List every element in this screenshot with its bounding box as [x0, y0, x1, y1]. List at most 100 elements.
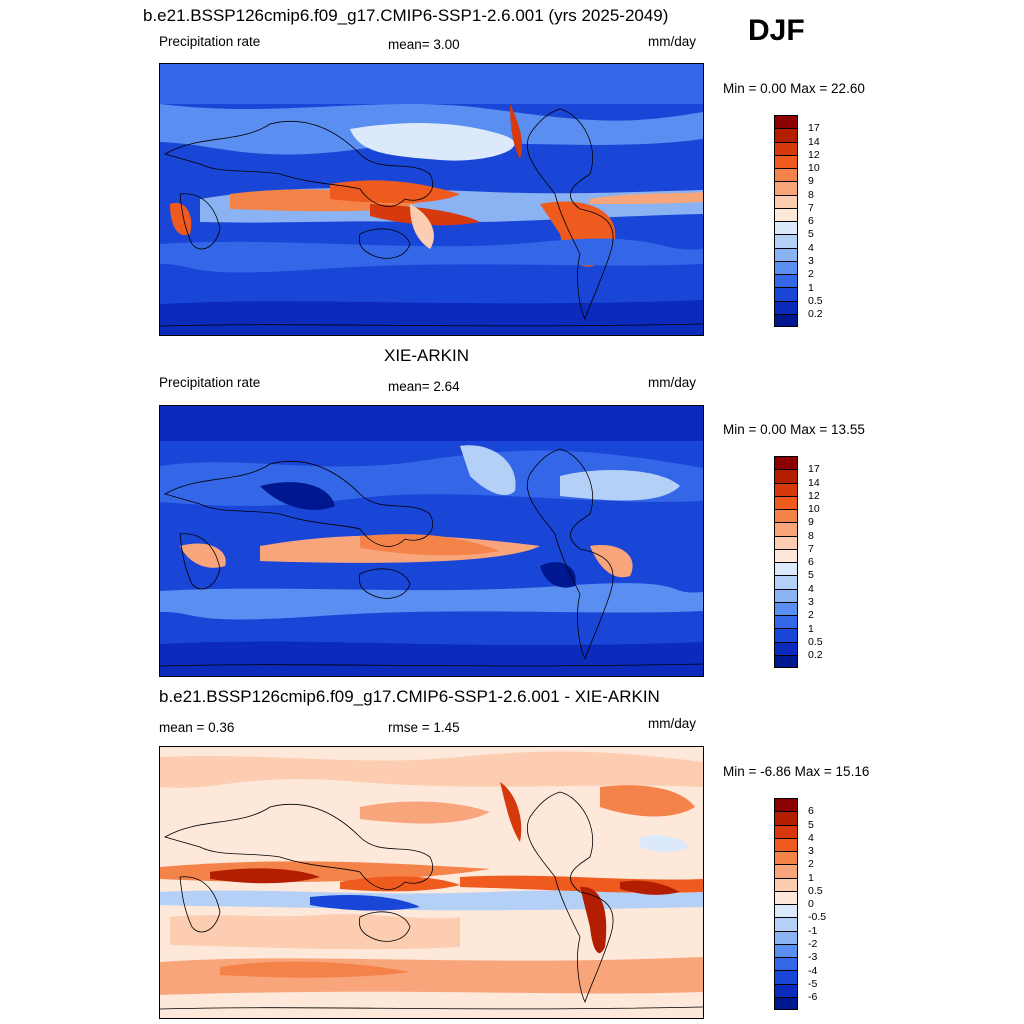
colorbar-swatch [774, 824, 798, 838]
colorbar-tick-label: 4 [808, 582, 814, 595]
colorbar-swatch [774, 181, 798, 195]
colorbar-tick-label: 10 [808, 503, 820, 516]
colorbar-tick-label: -2 [808, 937, 818, 950]
panel1-units-label: mm/day [648, 34, 697, 49]
colorbar-swatch [774, 274, 798, 288]
colorbar-tick-label: 7 [808, 542, 814, 555]
panel2-map [159, 405, 704, 677]
colorbar-swatch [774, 207, 798, 222]
panel1-mean-label: mean= 3.00 [388, 37, 460, 52]
colorbar-tick-label: 8 [808, 529, 814, 542]
colorbar-tick-label: 3 [808, 595, 814, 608]
colorbar-tick-label: 0.2 [808, 308, 823, 321]
colorbar-tick-label: 4 [808, 241, 814, 254]
colorbar-swatch [774, 234, 798, 248]
panel1-variable-label: Precipitation rate [159, 34, 261, 49]
colorbar-swatch [774, 811, 798, 825]
colorbar-swatch [774, 877, 798, 891]
panel2-colorbar [774, 456, 798, 669]
panel3-mean-label: mean = 0.36 [159, 720, 235, 735]
colorbar-tick-label: 14 [808, 476, 820, 489]
colorbar-tick-label: 5 [808, 228, 814, 241]
colorbar-swatch [774, 313, 798, 328]
panel3-minmax-label: Min = -6.86 Max = 15.16 [723, 764, 870, 779]
panel2-minmax-label: Min = 0.00 Max = 13.55 [723, 422, 865, 437]
colorbar-swatch [774, 641, 798, 655]
colorbar-tick-label: 2 [808, 609, 814, 622]
colorbar-tick-label: 9 [808, 175, 814, 188]
colorbar-tick-label: 8 [808, 188, 814, 201]
colorbar-swatch [774, 562, 798, 576]
colorbar-tick-label: 7 [808, 201, 814, 214]
panel1-title: b.e21.BSSP126cmip6.f09_g17.CMIP6-SSP1-2.… [143, 6, 669, 25]
colorbar-swatch [774, 851, 798, 865]
colorbar-swatch [774, 128, 798, 142]
colorbar-swatch [774, 522, 798, 536]
colorbar-tick-label: 17 [808, 463, 820, 476]
panel2-title: XIE-ARKIN [384, 346, 470, 365]
colorbar-swatch [774, 917, 798, 931]
colorbar-swatch [774, 247, 798, 261]
panel3-units-label: mm/day [648, 716, 697, 731]
colorbar-swatch [774, 890, 798, 905]
colorbar-tick-label: 2 [808, 268, 814, 281]
colorbar-swatch [774, 837, 798, 852]
colorbar-swatch [774, 260, 798, 275]
colorbar-tick-label: 5 [808, 569, 814, 582]
colorbar-tick-label: -3 [808, 951, 818, 964]
colorbar-tick-label: 1 [808, 281, 814, 294]
colorbar-swatch [774, 970, 798, 984]
panel1-colorbar [774, 115, 798, 328]
colorbar-tick-label: 10 [808, 162, 820, 175]
colorbar-swatch [774, 548, 798, 563]
colorbar-tick-label: 1 [808, 622, 814, 635]
colorbar-tick-label: 9 [808, 516, 814, 529]
panel2-variable-label: Precipitation rate [159, 375, 261, 390]
colorbar-tick-label: 12 [808, 148, 820, 161]
colorbar-swatch [774, 654, 798, 669]
colorbar-swatch [774, 141, 798, 155]
colorbar-tick-label: 17 [808, 122, 820, 135]
colorbar-tick-label: 0.5 [808, 294, 823, 307]
colorbar-swatch [774, 495, 798, 510]
colorbar-tick-label: 0 [808, 898, 814, 911]
colorbar-tick-label: 4 [808, 831, 814, 844]
panel3-colorbar [774, 798, 798, 1011]
colorbar-swatch [774, 154, 798, 169]
colorbar-swatch [774, 864, 798, 878]
colorbar-tick-label: 0.5 [808, 635, 823, 648]
colorbar-swatch [774, 601, 798, 616]
colorbar-tick-label: -4 [808, 964, 818, 977]
colorbar-swatch [774, 535, 798, 549]
colorbar-tick-label: 6 [808, 215, 814, 228]
colorbar-tick-label: 1 [808, 871, 814, 884]
panel3-title: b.e21.BSSP126cmip6.f09_g17.CMIP6-SSP1-2.… [159, 687, 660, 706]
colorbar-tick-label: -6 [808, 991, 818, 1004]
colorbar-tick-label: 12 [808, 489, 820, 502]
colorbar-swatch [774, 194, 798, 208]
colorbar-swatch [774, 930, 798, 944]
colorbar-tick-label: 0.5 [808, 884, 823, 897]
colorbar-swatch [774, 509, 798, 523]
colorbar-tick-label: 6 [808, 556, 814, 569]
colorbar-tick-label: 2 [808, 858, 814, 871]
colorbar-tick-label: -1 [808, 924, 818, 937]
colorbar-swatch [774, 115, 798, 129]
colorbar-swatch [774, 996, 798, 1011]
colorbar-tick-label: 5 [808, 818, 814, 831]
colorbar-swatch [774, 168, 798, 182]
panel1-minmax-label: Min = 0.00 Max = 22.60 [723, 81, 865, 96]
panel2-mean-label: mean= 2.64 [388, 379, 460, 394]
colorbar-swatch [774, 469, 798, 483]
colorbar-swatch [774, 588, 798, 602]
colorbar-swatch [774, 943, 798, 958]
colorbar-tick-label: 0.2 [808, 649, 823, 662]
colorbar-swatch [774, 575, 798, 589]
colorbar-tick-label: 14 [808, 135, 820, 148]
colorbar-swatch [774, 482, 798, 496]
colorbar-swatch [774, 983, 798, 997]
season-label: DJF [748, 14, 805, 47]
colorbar-tick-label: -5 [808, 977, 818, 990]
colorbar-swatch [774, 456, 798, 470]
panel3-map [159, 746, 704, 1019]
